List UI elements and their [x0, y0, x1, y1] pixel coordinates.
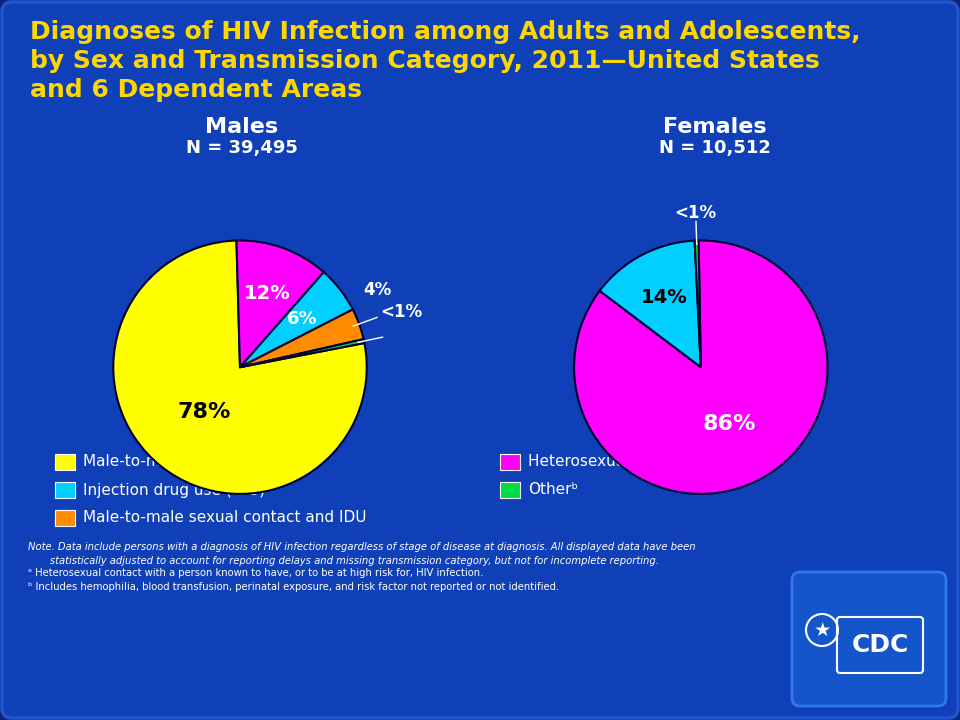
Wedge shape	[240, 339, 365, 367]
Text: ᵃ Heterosexual contact with a person known to have, or to be at high risk for, H: ᵃ Heterosexual contact with a person kno…	[28, 568, 560, 592]
Text: 6%: 6%	[287, 310, 318, 328]
Text: 78%: 78%	[178, 402, 231, 422]
Text: 12%: 12%	[244, 284, 290, 303]
Wedge shape	[600, 240, 701, 367]
Text: ★: ★	[813, 621, 830, 639]
Text: Otherᵇ: Otherᵇ	[528, 482, 578, 498]
Bar	[500, 454, 520, 470]
Text: Male-to-male sexual contact: Male-to-male sexual contact	[83, 454, 300, 469]
Text: N = 10,512: N = 10,512	[660, 139, 771, 157]
Text: <1%: <1%	[380, 302, 422, 320]
Text: Males: Males	[205, 117, 278, 137]
Wedge shape	[236, 240, 324, 367]
Wedge shape	[240, 272, 352, 367]
Wedge shape	[695, 240, 701, 367]
Text: N = 39,495: N = 39,495	[186, 139, 298, 157]
FancyBboxPatch shape	[837, 617, 923, 673]
Text: Injection drug use (IDU): Injection drug use (IDU)	[83, 482, 265, 498]
Text: Male-to-male sexual contact and IDU: Male-to-male sexual contact and IDU	[83, 510, 367, 526]
Bar	[500, 482, 520, 498]
Text: Note. Data include persons with a diagnosis of HIV infection regardless of stage: Note. Data include persons with a diagno…	[28, 542, 696, 566]
Wedge shape	[574, 240, 828, 494]
FancyBboxPatch shape	[792, 572, 946, 706]
Text: Females: Females	[663, 117, 767, 137]
Bar	[55, 510, 75, 526]
Text: 86%: 86%	[703, 414, 756, 433]
Bar	[55, 482, 75, 498]
Text: 4%: 4%	[363, 282, 392, 300]
Wedge shape	[113, 240, 367, 494]
Text: <1%: <1%	[675, 204, 717, 222]
Text: CDC: CDC	[852, 633, 909, 657]
Text: 14%: 14%	[640, 288, 687, 307]
Text: Diagnoses of HIV Infection among Adults and Adolescents,
by Sex and Transmission: Diagnoses of HIV Infection among Adults …	[30, 20, 860, 102]
Bar	[55, 454, 75, 470]
Wedge shape	[240, 310, 364, 367]
Text: Heterosexual contactᵃ: Heterosexual contactᵃ	[528, 454, 698, 469]
